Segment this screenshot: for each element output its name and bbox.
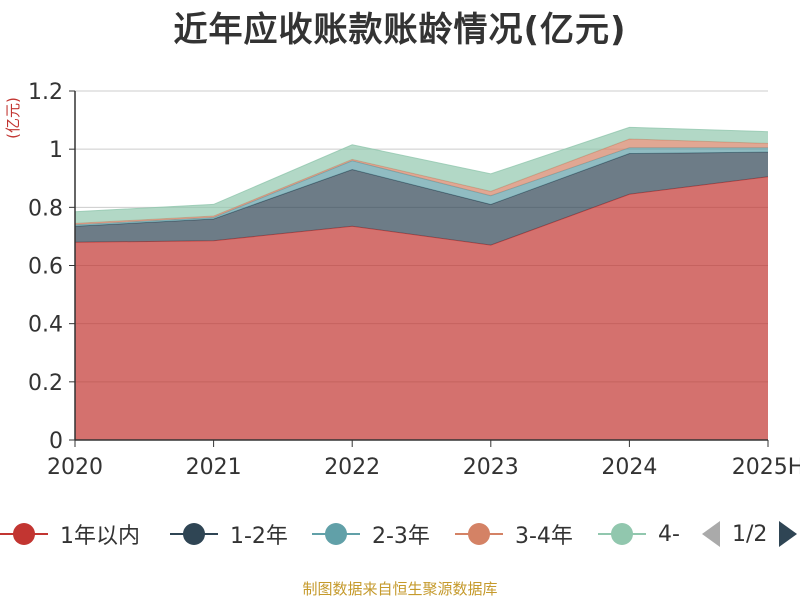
legend-swatch-icon — [170, 522, 218, 546]
legend-item[interactable]: 4- — [598, 514, 680, 554]
legend-swatch-icon — [312, 522, 360, 546]
legend-label: 1-2年 — [230, 524, 288, 549]
area-series — [74, 126, 769, 440]
y-tick-label: 0.2 — [28, 371, 63, 396]
legend-label: 2-3年 — [372, 524, 430, 549]
legend-label: 4- — [658, 521, 680, 547]
x-tick-label: 2020 — [47, 455, 103, 480]
x-tick-label: 2025H — [732, 455, 800, 480]
y-axis-label: (亿元) — [4, 97, 22, 139]
y-tick-label: 1 — [49, 138, 63, 163]
source-note: 制图数据来自恒生聚源数据库 — [302, 580, 498, 598]
y-tick-label: 0 — [49, 429, 63, 454]
legend-item[interactable]: 3-4年 — [455, 514, 573, 554]
x-tick-label: 2021 — [186, 455, 242, 480]
area-series-3 — [75, 147, 768, 227]
legend-swatch-icon — [0, 522, 48, 546]
area-series-1 — [75, 176, 768, 440]
legend-swatch-icon — [455, 522, 503, 546]
x-tick-label: 2023 — [463, 455, 519, 480]
legend: 1年以内 1-2年 2-3年 3-4年 4- 1/2 — [0, 514, 800, 554]
legend-prev-icon[interactable] — [702, 521, 720, 547]
legend-label: 3-4年 — [515, 524, 573, 549]
x-tick-label: 2022 — [324, 455, 380, 480]
legend-label: 1年以内 — [60, 524, 140, 549]
legend-item[interactable]: 2-3年 — [312, 514, 430, 554]
area-series-5 — [75, 127, 768, 224]
area-series-line-5 — [74, 126, 769, 213]
area-series-2 — [75, 152, 768, 246]
chart-title: 近年应收账款账龄情况(亿元) — [173, 10, 627, 50]
y-tick-label: 0.6 — [28, 255, 63, 280]
legend-page-indicator: 1/2 — [732, 521, 768, 547]
y-tick-label: 0.8 — [28, 196, 63, 221]
y-tick-label: 0.4 — [28, 313, 63, 338]
y-tick-label: 1.2 — [28, 80, 63, 105]
x-tick-label: 2024 — [601, 455, 657, 480]
axes: 0 0.2 0.4 0.6 0.8 1 1.2 2020 2021 2022 2023 2024 202… — [28, 80, 800, 480]
area-series-4 — [75, 138, 768, 225]
legend-pager: 1/2 — [702, 514, 798, 554]
legend-next-icon[interactable] — [779, 521, 798, 547]
legend-swatch-icon — [598, 522, 646, 546]
legend-item[interactable]: 1年以内 — [0, 514, 140, 554]
legend-item[interactable]: 1-2年 — [170, 514, 288, 554]
